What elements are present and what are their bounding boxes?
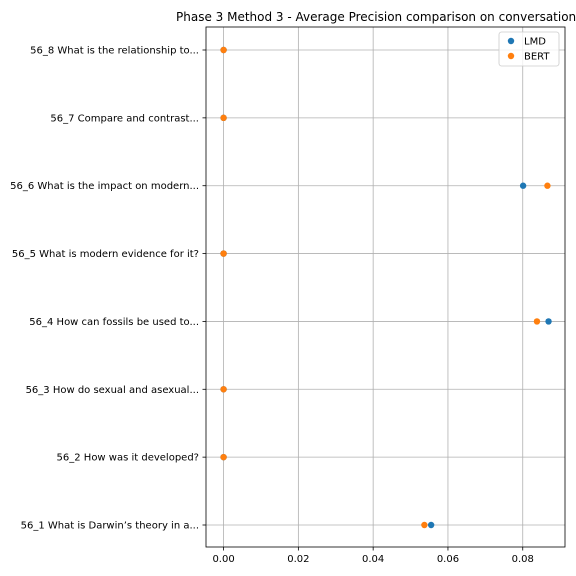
legend-label-lmd: LMD	[524, 37, 546, 48]
y-tick-label: 56_8 What is the relationship to...	[30, 46, 199, 57]
plot-frame	[205, 26, 566, 548]
x-tick-label: 0.02	[287, 554, 309, 565]
grid-lines	[206, 27, 565, 547]
plot-area	[206, 27, 565, 547]
point-bert-3	[220, 386, 227, 393]
point-bert-4	[533, 318, 541, 325]
legend-label-bert: BERT	[524, 52, 550, 63]
x-axis: 0.00 0.02 0.04 0.06 0.08	[212, 547, 534, 565]
x-tick-label: 0.06	[437, 554, 459, 565]
x-tick-label: 0.04	[362, 554, 384, 565]
legend-marker-bert	[507, 52, 515, 60]
point-lmd-4	[545, 318, 552, 325]
y-tick-label: 56_1 What is Darwin’s theory in a...	[21, 521, 199, 532]
data-points	[220, 46, 552, 529]
point-bert-6	[544, 182, 551, 189]
point-lmd-6	[519, 182, 527, 189]
point-bert-7	[220, 114, 227, 122]
x-tick-label: 0.00	[212, 554, 234, 565]
y-tick-label: 56_6 What is the impact on modern...	[10, 181, 199, 192]
y-tick-label: 56_3 How do sexual and asexual...	[26, 385, 199, 396]
y-tick-label: 56_5 What is modern evidence for it?	[12, 249, 199, 260]
legend: LMD BERT	[498, 31, 560, 67]
y-tick-label: 56_7 Compare and contrast...	[50, 113, 199, 124]
y-tick-label: 56_2 How was it developed?	[57, 453, 199, 464]
y-tick-label: 56_4 How can fossils be used to...	[29, 317, 199, 328]
legend-marker-lmd	[507, 37, 515, 45]
chart-title: Phase 3 Method 3 - Average Precision com…	[176, 10, 576, 24]
x-tick-label: 0.08	[512, 554, 534, 565]
point-lmd-1	[427, 521, 435, 529]
point-bert-1	[421, 521, 428, 529]
y-axis: 56_1 What is Darwin’s theory in a... 56_2…	[10, 46, 206, 532]
point-bert-8	[220, 46, 227, 54]
point-bert-2	[220, 453, 227, 461]
point-bert-5	[220, 250, 227, 257]
